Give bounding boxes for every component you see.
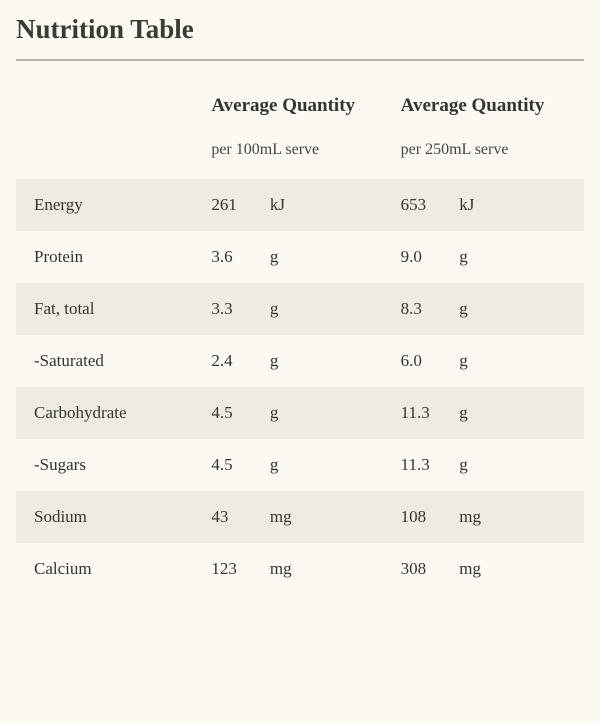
- cell-unit: g: [447, 335, 584, 387]
- cell-value: 3.6: [205, 231, 258, 283]
- cell-unit: g: [258, 283, 395, 335]
- table-row: Protein 3.6 g 9.0 g: [16, 231, 584, 283]
- header-blank: [16, 91, 205, 123]
- table-row: Fat, total 3.3 g 8.3 g: [16, 283, 584, 335]
- cell-label: -Saturated: [16, 335, 205, 387]
- table-subheader-row: per 100mL serve per 250mL serve: [16, 123, 584, 179]
- table-row: Calcium 123 mg 308 mg: [16, 543, 584, 595]
- table-row: Sodium 43 mg 108 mg: [16, 491, 584, 543]
- nutrition-table-body: Energy 261 kJ 653 kJ Protein 3.6 g 9.0 g…: [16, 179, 584, 595]
- cell-value: 108: [395, 491, 448, 543]
- cell-label: Energy: [16, 179, 205, 231]
- cell-unit: g: [258, 387, 395, 439]
- cell-unit: mg: [258, 491, 395, 543]
- cell-label: Sodium: [16, 491, 205, 543]
- cell-unit: mg: [258, 543, 395, 595]
- cell-value: 8.3: [395, 283, 448, 335]
- cell-value: 653: [395, 179, 448, 231]
- cell-label: Fat, total: [16, 283, 205, 335]
- cell-value: 11.3: [395, 387, 448, 439]
- cell-unit: mg: [447, 543, 584, 595]
- cell-value: 261: [205, 179, 258, 231]
- page-title: Nutrition Table: [16, 14, 584, 45]
- cell-label: -Sugars: [16, 439, 205, 491]
- cell-unit: g: [258, 231, 395, 283]
- nutrition-table: Average Quantity Average Quantity per 10…: [16, 91, 584, 595]
- cell-value: 6.0: [395, 335, 448, 387]
- cell-value: 308: [395, 543, 448, 595]
- cell-unit: g: [447, 283, 584, 335]
- header-avg-250: Average Quantity: [395, 91, 584, 123]
- cell-unit: kJ: [447, 179, 584, 231]
- cell-value: 43: [205, 491, 258, 543]
- cell-value: 2.4: [205, 335, 258, 387]
- cell-label: Calcium: [16, 543, 205, 595]
- cell-label: Protein: [16, 231, 205, 283]
- subheader-250: per 250mL serve: [395, 123, 584, 179]
- cell-value: 3.3: [205, 283, 258, 335]
- header-avg-100: Average Quantity: [205, 91, 394, 123]
- cell-value: 4.5: [205, 387, 258, 439]
- subheader-blank: [16, 123, 205, 179]
- cell-unit: g: [447, 231, 584, 283]
- table-row: Energy 261 kJ 653 kJ: [16, 179, 584, 231]
- table-header-row: Average Quantity Average Quantity: [16, 91, 584, 123]
- cell-unit: g: [447, 439, 584, 491]
- subheader-100: per 100mL serve: [205, 123, 394, 179]
- cell-label: Carbohydrate: [16, 387, 205, 439]
- table-row: Carbohydrate 4.5 g 11.3 g: [16, 387, 584, 439]
- cell-unit: g: [447, 387, 584, 439]
- cell-unit: mg: [447, 491, 584, 543]
- cell-value: 4.5: [205, 439, 258, 491]
- cell-value: 123: [205, 543, 258, 595]
- cell-value: 11.3: [395, 439, 448, 491]
- cell-unit: kJ: [258, 179, 395, 231]
- cell-value: 9.0: [395, 231, 448, 283]
- section-divider: [16, 59, 584, 61]
- table-row: -Sugars 4.5 g 11.3 g: [16, 439, 584, 491]
- table-row: -Saturated 2.4 g 6.0 g: [16, 335, 584, 387]
- cell-unit: g: [258, 439, 395, 491]
- cell-unit: g: [258, 335, 395, 387]
